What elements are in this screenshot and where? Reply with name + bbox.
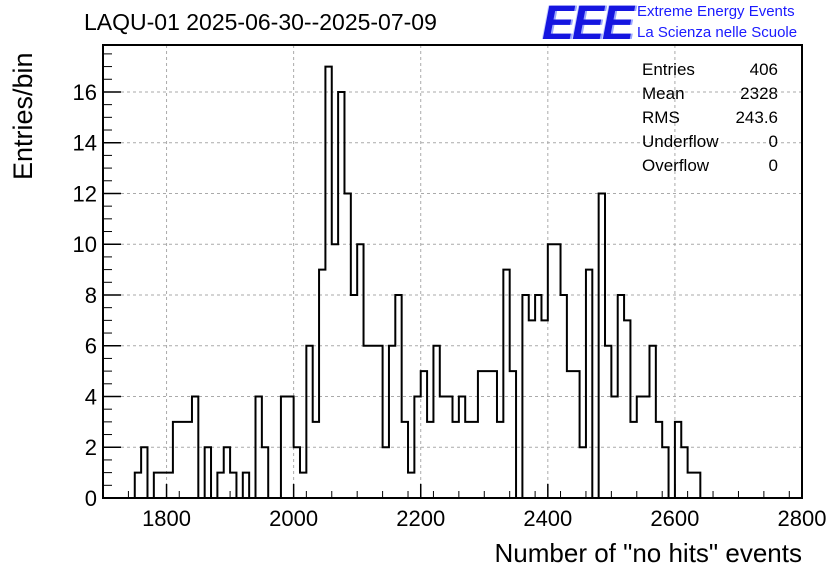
- tick-labels: 1800 2000 2200 2400 2600 2800 0 2 4 6 8 10 12 14 16: [73, 80, 827, 531]
- x-tick-label: 2600: [650, 506, 699, 531]
- y-tick-label: 16: [73, 80, 97, 105]
- stats-value: 0: [768, 132, 778, 151]
- logo-line-2: La Scienza nelle Scuole: [637, 24, 798, 41]
- x-tick-label: 2800: [778, 506, 827, 531]
- x-tick-label: 1800: [142, 506, 191, 531]
- stats-label: RMS: [642, 108, 680, 127]
- stats-row-rms: RMS 243.6: [642, 106, 778, 130]
- stats-label: Overflow: [642, 156, 710, 175]
- x-tick-label: 2000: [269, 506, 318, 531]
- y-tick-label: 8: [85, 283, 97, 308]
- chart-title: LAQU-01 2025-06-30--2025-07-09: [84, 9, 437, 35]
- y-tick-label: 10: [73, 232, 97, 257]
- y-axis-label: Entries/bin: [8, 52, 38, 180]
- histogram-outline: [133, 65, 707, 499]
- stats-value: 243.6: [735, 108, 778, 127]
- stats-row-overflow: Overflow 0: [642, 154, 778, 178]
- y-tick-label: 0: [85, 486, 97, 511]
- axis-ticks: [102, 53, 803, 499]
- y-tick-label: 12: [73, 181, 97, 206]
- stats-row-underflow: Underflow 0: [642, 130, 778, 154]
- x-axis-label: Number of "no hits" events: [494, 538, 803, 568]
- grid-lines: [103, 45, 802, 498]
- y-tick-label: 6: [85, 334, 97, 359]
- stats-row-mean: Mean 2328: [642, 82, 778, 106]
- logo-line-1: Extreme Energy Events: [637, 3, 795, 20]
- stats-label: Mean: [642, 84, 685, 103]
- stats-label: Entries: [642, 60, 695, 79]
- y-tick-label: 2: [85, 435, 97, 460]
- stats-value: 0: [768, 156, 778, 175]
- stats-label: Underflow: [642, 132, 719, 151]
- stats-value: 2328: [740, 84, 778, 103]
- eee-logo: EEE: [542, 0, 634, 50]
- stats-box: Entries 406 Mean 2328 RMS 243.6 Underflow 0 …: [642, 58, 778, 178]
- plot-frame: [102, 44, 803, 499]
- x-tick-label: 2400: [523, 506, 572, 531]
- stats-value: 406: [749, 60, 778, 79]
- y-tick-label: 14: [73, 131, 97, 156]
- y-tick-label: 4: [85, 384, 97, 409]
- x-tick-label: 2200: [396, 506, 445, 531]
- stats-row-entries: Entries 406: [642, 58, 778, 82]
